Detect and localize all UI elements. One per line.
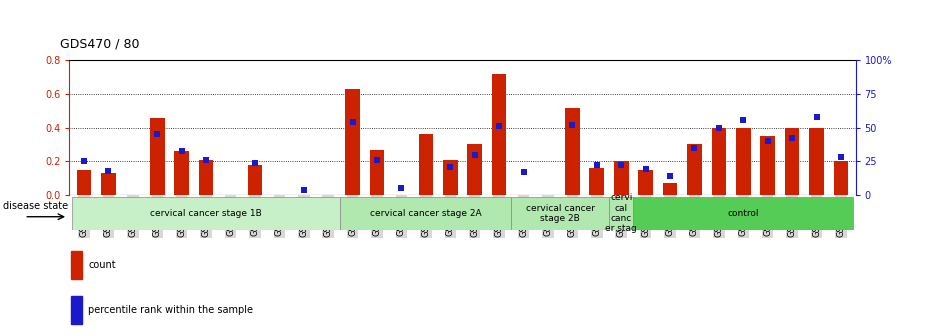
Bar	[370, 150, 385, 195]
Bar	[687, 144, 702, 195]
Text: count: count	[88, 260, 116, 269]
Bar	[150, 118, 165, 195]
Text: GSM7836: GSM7836	[153, 196, 162, 237]
Text: GSM7841: GSM7841	[666, 196, 674, 237]
Text: GSM7831: GSM7831	[470, 196, 479, 237]
Text: GSM7848: GSM7848	[836, 196, 845, 237]
Text: GSM7845: GSM7845	[763, 196, 772, 237]
Bar	[634, 197, 853, 230]
Bar	[614, 161, 629, 195]
Bar	[71, 251, 81, 279]
Text: GSM7857: GSM7857	[617, 196, 625, 237]
Bar	[589, 168, 604, 195]
Text: GSM7824: GSM7824	[397, 196, 406, 237]
Bar	[638, 170, 653, 195]
Text: GSM7820: GSM7820	[348, 196, 357, 237]
Text: GSM7838: GSM7838	[202, 196, 211, 237]
Bar	[833, 161, 848, 195]
Bar	[662, 183, 677, 195]
Text: GSM7823: GSM7823	[568, 196, 577, 237]
Bar	[345, 89, 360, 195]
Text: GSM7843: GSM7843	[714, 196, 723, 237]
Text: GSM7846: GSM7846	[788, 196, 796, 237]
Bar	[72, 197, 340, 230]
Bar	[565, 108, 580, 195]
Bar	[609, 197, 634, 230]
Bar	[492, 74, 507, 195]
Text: disease state: disease state	[4, 201, 68, 211]
Text: GSM7856: GSM7856	[300, 196, 308, 237]
Text: cervical cancer stage 1B: cervical cancer stage 1B	[150, 209, 262, 218]
Text: GSM7835: GSM7835	[495, 196, 503, 237]
Text: cervical cancer stage 2A: cervical cancer stage 2A	[370, 209, 482, 218]
Bar	[175, 151, 189, 195]
Text: GSM7837: GSM7837	[178, 196, 186, 237]
Text: GSM7825: GSM7825	[592, 196, 601, 237]
Text: cervi
cal
canc
er stag: cervi cal canc er stag	[605, 193, 637, 234]
Text: GSM7822: GSM7822	[544, 196, 552, 237]
Text: GSM7855: GSM7855	[275, 196, 284, 237]
Bar	[512, 197, 609, 230]
Text: GSM7847: GSM7847	[812, 196, 821, 237]
Bar	[418, 134, 433, 195]
Text: GSM7829: GSM7829	[446, 196, 455, 237]
Text: GSM7832: GSM7832	[641, 196, 650, 237]
Bar	[760, 136, 775, 195]
Bar	[736, 128, 750, 195]
Bar	[101, 173, 116, 195]
Bar	[711, 128, 726, 195]
Text: GSM7844: GSM7844	[739, 196, 747, 237]
Bar	[248, 165, 263, 195]
Text: GSM7827: GSM7827	[422, 196, 430, 237]
Text: GDS470 / 80: GDS470 / 80	[60, 37, 140, 50]
Text: GSM7830: GSM7830	[104, 196, 113, 237]
Text: GSM7828: GSM7828	[80, 196, 89, 237]
Bar	[199, 160, 214, 195]
Bar	[467, 144, 482, 195]
Text: GSM7834: GSM7834	[129, 196, 137, 237]
Text: GSM7821: GSM7821	[373, 196, 381, 237]
Text: GSM7858: GSM7858	[324, 196, 333, 237]
Text: cervical cancer
stage 2B: cervical cancer stage 2B	[525, 204, 595, 223]
Text: control: control	[728, 209, 759, 218]
Bar	[71, 296, 81, 324]
Bar	[340, 197, 512, 230]
Text: GSM7840: GSM7840	[226, 196, 235, 237]
Bar	[809, 128, 824, 195]
Text: GSM7842: GSM7842	[690, 196, 699, 237]
Bar	[77, 170, 92, 195]
Bar	[784, 128, 799, 195]
Text: GSM7839: GSM7839	[519, 196, 528, 237]
Text: GSM7854: GSM7854	[251, 196, 259, 237]
Bar	[443, 160, 458, 195]
Text: percentile rank within the sample: percentile rank within the sample	[88, 305, 253, 315]
